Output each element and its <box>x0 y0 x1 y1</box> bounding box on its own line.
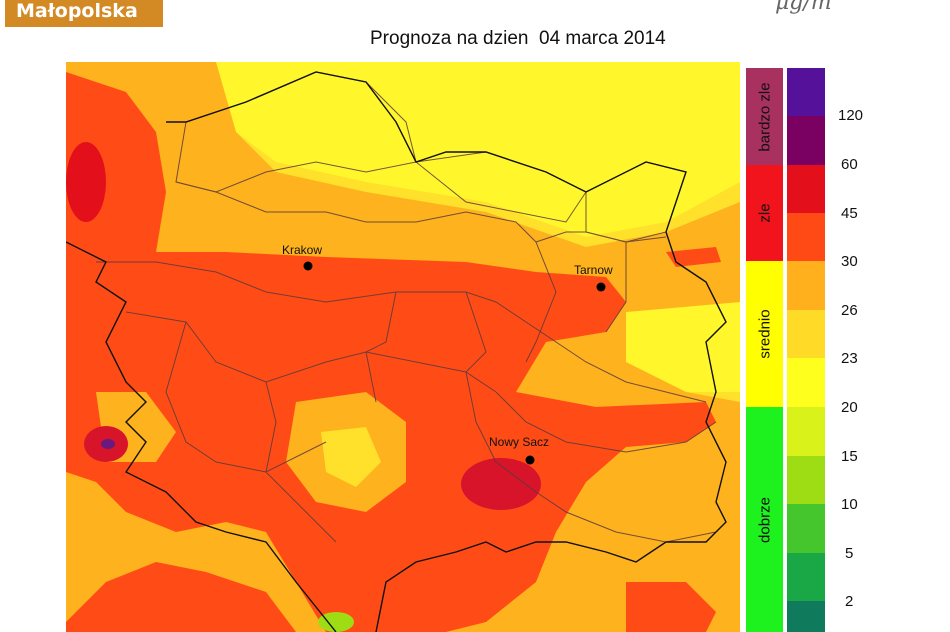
city-krakow: Krakow <box>282 243 322 271</box>
county-border <box>125 311 497 393</box>
legend-category-medium: srednio <box>746 261 783 407</box>
zone-very-low <box>216 62 740 237</box>
county-border <box>175 181 667 243</box>
legend-tick: 15 <box>841 448 858 465</box>
legend-swatch <box>787 601 825 632</box>
county-border <box>265 381 337 543</box>
city-label: Nowy Sacz <box>489 435 549 449</box>
legend-swatch <box>787 504 825 553</box>
legend-tick: 26 <box>841 302 858 319</box>
unit-label: μg/m <box>775 0 832 15</box>
category-label: zle <box>756 203 773 223</box>
legend-tick: 60 <box>841 156 858 173</box>
zone-elevated <box>66 72 716 632</box>
city-marker <box>525 455 535 465</box>
county-border <box>495 391 717 453</box>
legend-tick: 23 <box>841 350 858 367</box>
county-border <box>605 242 627 333</box>
legend-swatch <box>787 310 825 358</box>
legend-tick: 120 <box>838 107 864 124</box>
category-label: dobrze <box>756 496 773 543</box>
city-marker <box>303 261 313 271</box>
legend-swatch <box>787 553 825 601</box>
city-marker <box>596 282 606 292</box>
zone-elevated <box>626 582 716 632</box>
legend-tick: 2 <box>845 593 854 610</box>
county-border <box>165 321 327 473</box>
zone-good <box>318 612 354 632</box>
legend-tick: 30 <box>841 253 858 270</box>
legend-tick: 45 <box>841 205 858 222</box>
legend-swatch <box>787 165 825 213</box>
legend-swatch <box>787 213 825 261</box>
legend-category-good: dobrze <box>746 407 783 632</box>
legend-swatch <box>787 261 825 310</box>
county-border <box>365 291 397 403</box>
zone-very-high <box>101 439 115 449</box>
voivodeship-border <box>66 241 337 632</box>
zone-elevated <box>66 562 296 632</box>
legend-category-very-bad: bardzo zle <box>746 68 783 165</box>
legend-tick: 10 <box>841 496 858 513</box>
legend-swatch <box>787 407 825 456</box>
county-border <box>96 261 707 403</box>
legend-tick: 20 <box>841 399 858 416</box>
voivodeship-border <box>166 71 727 632</box>
zone-high <box>461 458 541 510</box>
legend-tick: 5 <box>845 545 854 562</box>
city-tarnow: Tarnow <box>574 263 613 292</box>
category-label: srednio <box>756 309 773 359</box>
legend-swatch <box>787 358 825 407</box>
category-label: bardzo zle <box>756 81 773 152</box>
forecast-title: Prognoza na dzien 04 marca 2014 <box>370 28 666 49</box>
city-label: Tarnow <box>574 263 613 277</box>
zone-low <box>321 427 381 487</box>
county-border <box>525 241 557 363</box>
zone-elevated <box>666 247 721 267</box>
legend-swatch <box>787 116 825 165</box>
county-border <box>465 291 717 543</box>
malopolska-logo: Małopolska <box>5 0 163 27</box>
city-nowy-sacz: Nowy Sacz <box>489 435 549 465</box>
legend-category-bad: zle <box>746 165 783 261</box>
pollution-map: Krakow Tarnow Nowy Sacz <box>66 62 740 632</box>
legend-swatch <box>787 456 825 504</box>
city-label: Krakow <box>282 243 322 257</box>
legend-swatch <box>787 68 825 116</box>
zone-high <box>66 142 106 222</box>
